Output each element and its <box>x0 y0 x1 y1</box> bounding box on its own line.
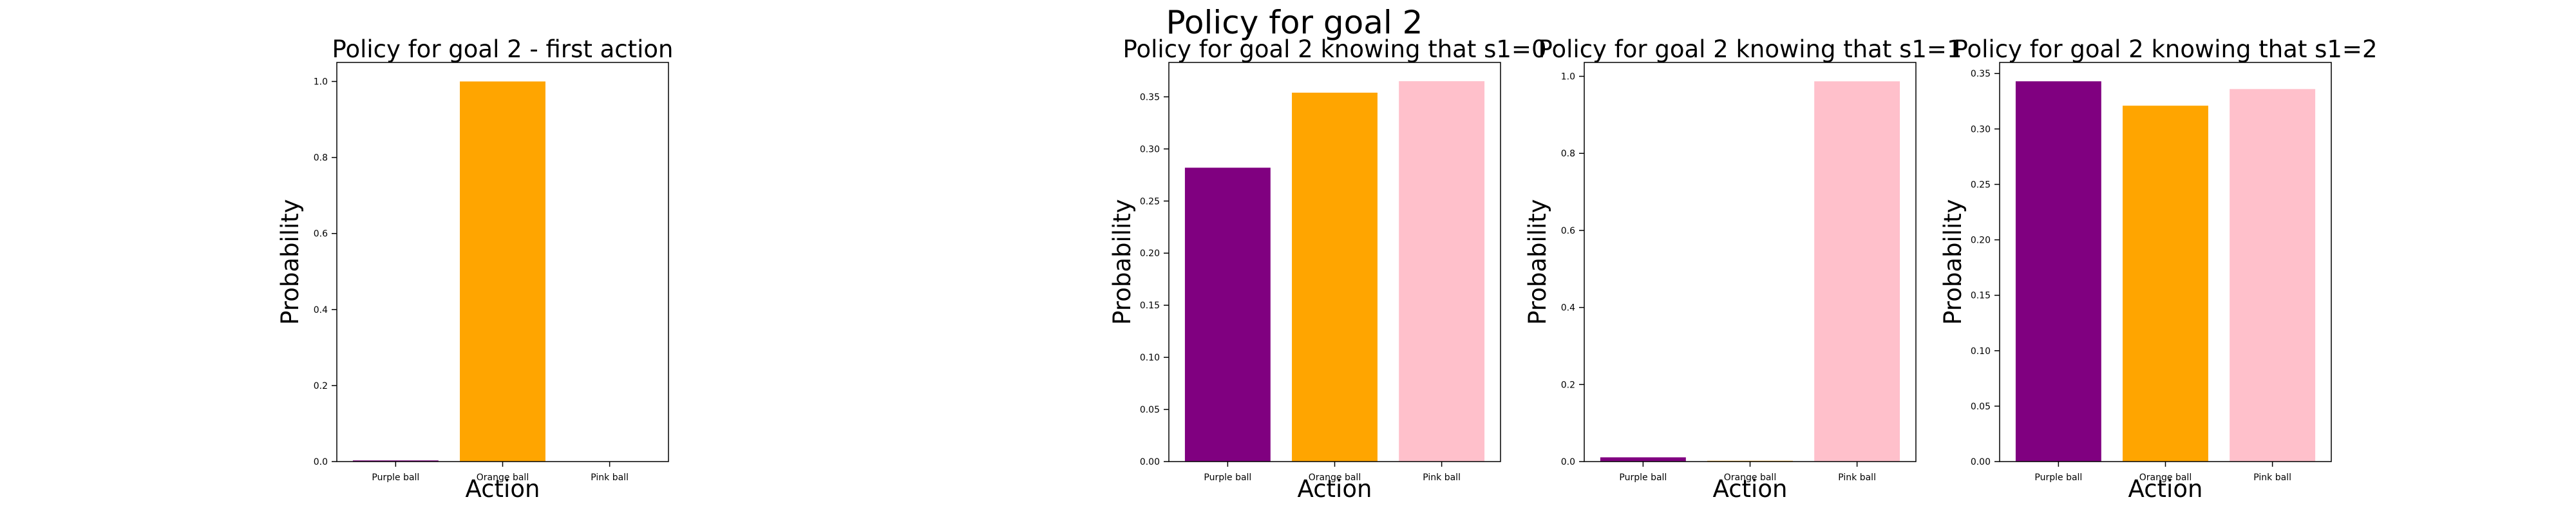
y-axis-label: Probability <box>1524 199 1551 325</box>
y-tick-label: 0.25 <box>1971 180 1991 190</box>
y-axis-label: Probability <box>276 199 304 325</box>
y-tick-label: 0.2 <box>314 381 328 391</box>
y-tick-label: 1.0 <box>1561 72 1575 82</box>
y-tick-label: 0.2 <box>1561 380 1575 390</box>
y-tick-label: 0.15 <box>1971 291 1991 301</box>
y-tick-label: 0.15 <box>1140 301 1160 311</box>
y-tick-label: 1.0 <box>314 77 328 88</box>
bar-orange-ball <box>1292 92 1378 462</box>
y-tick-label: 0.25 <box>1140 196 1160 207</box>
bar-orange-ball <box>2123 106 2208 462</box>
x-tick-label: Orange ball <box>477 473 529 483</box>
bar-pink-ball <box>1399 81 1485 462</box>
y-tick-label: 0.6 <box>314 229 328 239</box>
y-tick-label: 0.05 <box>1971 402 1991 412</box>
chart-title: Policy for goal 2 - first action <box>332 35 673 63</box>
x-tick-label: Pink ball <box>591 473 629 483</box>
y-tick-label: 0.4 <box>1561 303 1575 314</box>
x-tick-label: Purple ball <box>1204 473 1251 483</box>
x-tick-label: Orange ball <box>1724 473 1776 483</box>
y-tick-label: 0.10 <box>1140 353 1160 363</box>
chart-2: 0.0 0.2 0.4 0.6 0.8 1.0 Purple ball Orange ball… <box>1524 35 1962 503</box>
x-tick-label: Pink ball <box>1838 473 1876 483</box>
y-tick-label: 0.20 <box>1140 248 1160 259</box>
y-axis-label: Probability <box>1939 199 1967 325</box>
chart-title: Policy for goal 2 knowing that s1=2 <box>1954 35 2378 63</box>
y-tick-label: 0.35 <box>1140 92 1160 102</box>
bar-pink-ball <box>2230 89 2316 462</box>
y-tick-label: 0.05 <box>1140 405 1160 415</box>
bar-pink-ball <box>1814 81 1900 462</box>
x-tick-label: Pink ball <box>1423 473 1461 483</box>
y-tick-label: 0.10 <box>1971 346 1991 357</box>
y-tick-label: 0.20 <box>1971 236 1991 246</box>
chart-title: Policy for goal 2 knowing that s1=0 <box>1123 35 1547 63</box>
y-tick-label: 0.00 <box>1140 457 1160 467</box>
y-tick-label: 0.6 <box>1561 226 1575 236</box>
y-axis-label: Probability <box>1108 199 1136 325</box>
bar-purple-ball <box>2015 81 2101 462</box>
y-tick-label: 0.0 <box>314 457 328 467</box>
chart-title: Policy for goal 2 knowing that s1=1 <box>1539 35 1962 63</box>
bar-purple-ball <box>1184 167 1271 462</box>
bar-orange-ball <box>460 81 545 462</box>
x-tick-label: Orange ball <box>2139 473 2192 483</box>
x-tick-label: Purple ball <box>2034 473 2082 483</box>
x-axis-label: Action <box>2128 475 2203 503</box>
figure-suptitle: Policy for goal 2 <box>1166 4 1423 41</box>
y-tick-label: 0.8 <box>314 153 328 164</box>
chart-3: 0.00 0.05 0.10 0.15 0.20 0.25 0.30 0.35 Purple b… <box>1939 35 2377 503</box>
chart-0: 0.0 0.2 0.4 0.6 0.8 1.0 Purple ball Orange ball… <box>276 35 674 503</box>
y-tick-label: 0.8 <box>1561 149 1575 159</box>
x-axis-label: Action <box>1298 475 1372 503</box>
x-tick-label: Pink ball <box>2253 473 2291 483</box>
x-axis-label: Action <box>1713 475 1788 503</box>
x-tick-label: Orange ball <box>1309 473 1361 483</box>
bar-purple-ball <box>1600 457 1686 462</box>
bar-purple-ball <box>352 460 439 462</box>
x-tick-label: Purple ball <box>1619 473 1667 483</box>
charts-container: 0.0 0.2 0.4 0.6 0.8 1.0 Purple ball Orange ball… <box>276 35 2377 503</box>
y-tick-label: 0.35 <box>1971 69 1991 79</box>
y-tick-label: 0.30 <box>1971 124 1991 135</box>
y-tick-label: 0.00 <box>1971 457 1991 467</box>
x-tick-label: Purple ball <box>372 473 419 483</box>
chart-1: 0.00 0.05 0.10 0.15 0.20 0.25 0.30 0.35 Purple b… <box>1108 35 1546 503</box>
y-tick-label: 0.0 <box>1561 457 1575 467</box>
x-axis-label: Action <box>466 475 540 503</box>
y-tick-label: 0.4 <box>314 305 328 315</box>
y-tick-label: 0.30 <box>1140 144 1160 154</box>
